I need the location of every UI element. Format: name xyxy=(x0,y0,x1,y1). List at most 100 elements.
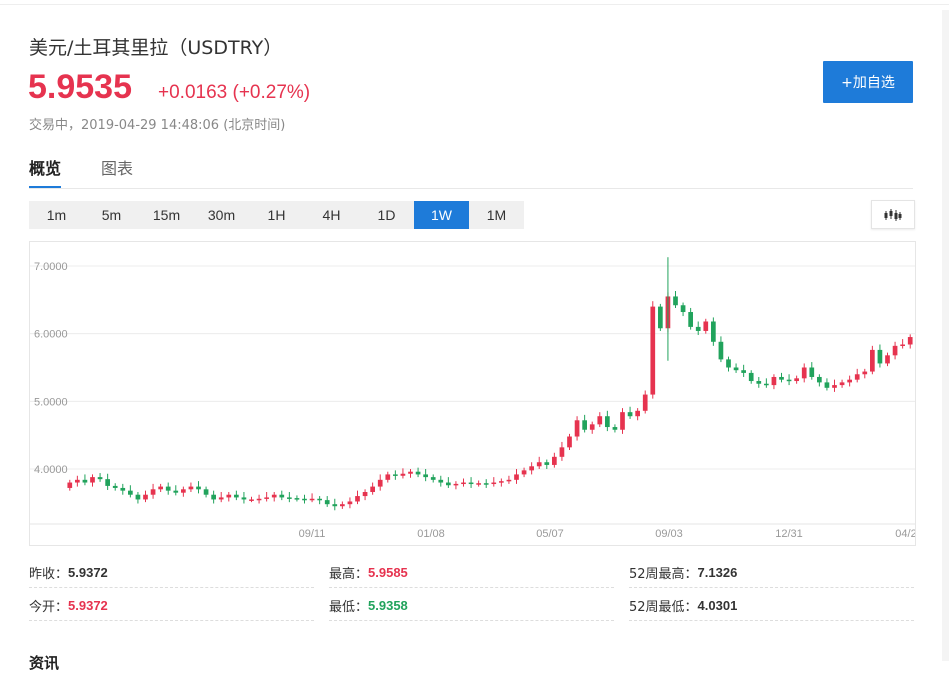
candle-body xyxy=(158,486,163,490)
period-1h[interactable]: 1H xyxy=(267,207,286,223)
candle-body xyxy=(786,379,792,382)
candle-body xyxy=(317,498,322,501)
candle-body xyxy=(877,349,883,364)
candle-body xyxy=(733,367,739,371)
candle-body xyxy=(870,349,875,372)
candle-body xyxy=(529,466,534,471)
candle-body xyxy=(165,486,171,491)
candle-body xyxy=(892,345,898,356)
price-change: +0.0163 (+0.27%) xyxy=(158,82,311,103)
open-label: 今开： xyxy=(29,599,69,615)
prev-close-label: 昨收： xyxy=(29,566,69,582)
candle-body xyxy=(468,482,474,485)
candle-body xyxy=(506,479,512,482)
candle-body xyxy=(120,487,126,491)
trade-status: 交易中，2019-04-29 14:48:06 (北京时间) xyxy=(29,118,286,133)
candle-body xyxy=(817,376,822,383)
stat-low: 最低： 5.9358 xyxy=(329,590,614,621)
candle-body xyxy=(567,436,572,448)
candle-body xyxy=(249,499,254,501)
period-5m[interactable]: 5m xyxy=(101,207,122,223)
candle-body xyxy=(771,376,777,386)
current-price: 5.9535 xyxy=(28,68,132,106)
period-1m[interactable]: 1m xyxy=(46,207,67,223)
candle-body xyxy=(362,492,368,497)
candle-body xyxy=(271,494,277,498)
low52-value: 4.0301 xyxy=(697,597,738,613)
candle-body xyxy=(574,420,580,437)
add-watchlist-button[interactable]: +加自选 xyxy=(823,61,913,103)
candle-body xyxy=(264,497,269,499)
candle-body xyxy=(234,494,239,498)
candle-body xyxy=(552,456,557,465)
candle-body xyxy=(620,412,625,430)
candle-body xyxy=(650,306,656,395)
candle-body xyxy=(491,482,497,485)
candle-body xyxy=(196,486,201,490)
candle-body xyxy=(854,374,860,380)
scrollbar-track[interactable] xyxy=(942,10,949,661)
candle-body xyxy=(241,497,247,500)
candle-body xyxy=(453,483,459,486)
candle-body xyxy=(211,494,216,500)
candle-body xyxy=(430,477,436,480)
candle-body xyxy=(605,416,610,428)
candle-body xyxy=(446,482,451,486)
chart-type-toggle[interactable] xyxy=(871,200,915,229)
candle-body xyxy=(218,497,224,500)
period-1d[interactable]: 1D xyxy=(377,207,396,223)
period-1mo[interactable]: 1M xyxy=(486,207,507,223)
candle-body xyxy=(112,485,118,488)
candle-body xyxy=(779,376,784,380)
candle-body xyxy=(756,381,762,384)
candle-body xyxy=(150,489,156,495)
x-tick-label: 09/11 xyxy=(299,528,326,540)
candle-body xyxy=(824,382,830,388)
candle-body xyxy=(794,378,799,382)
candle-body xyxy=(75,479,80,483)
candle-body xyxy=(461,482,466,485)
candle-body xyxy=(559,447,565,457)
candle-body xyxy=(809,367,815,377)
candle-body xyxy=(589,424,595,430)
candle-body xyxy=(377,479,383,487)
candle-body xyxy=(128,490,133,495)
y-tick-label: 7.0000 xyxy=(34,261,68,273)
candle-body xyxy=(400,473,406,476)
period-selector: 1m 5m 15m 30m 1H 4H 1D 1W 1M xyxy=(29,201,524,229)
period-4h[interactable]: 4H xyxy=(322,207,341,223)
candle-body xyxy=(332,504,338,507)
candle-body xyxy=(680,305,686,313)
candle-body xyxy=(726,359,731,368)
candle-body xyxy=(105,479,110,486)
y-tick-label: 4.0000 xyxy=(34,464,68,476)
x-tick-label: 12/31 xyxy=(775,528,803,540)
candle-body xyxy=(483,483,489,485)
high-value: 5.9585 xyxy=(368,564,408,580)
page-title: 美元/土耳其里拉（USDTRY） xyxy=(29,37,283,59)
candle-body xyxy=(521,470,527,475)
x-tick-label: 09/03 xyxy=(655,528,683,540)
candle-body xyxy=(839,382,845,386)
candle-body xyxy=(226,494,232,498)
tab-overview[interactable]: 概览 xyxy=(29,155,62,188)
news-heading: 资讯 xyxy=(29,654,60,672)
stat-high52: 52周最高： 7.1326 xyxy=(629,557,914,588)
candle-body xyxy=(801,367,807,379)
candle-body xyxy=(688,312,693,327)
candle-body xyxy=(188,486,194,490)
candle-body xyxy=(415,471,421,475)
x-tick-label: 04/2 xyxy=(895,528,915,540)
stat-low52: 52周最低： 4.0301 xyxy=(629,590,914,621)
tab-chart[interactable]: 图表 xyxy=(101,159,134,178)
candle-body xyxy=(287,497,292,499)
candle-body xyxy=(695,326,701,331)
candle-body xyxy=(544,462,550,465)
price-chart[interactable]: 7.0000 6.0000 5.0000 4.0000 09/11 01/08 05/07 0… xyxy=(29,241,916,546)
high-label: 最高： xyxy=(329,566,369,582)
period-1w[interactable]: 1W xyxy=(414,201,469,229)
candle-body xyxy=(514,474,519,480)
candle-body xyxy=(355,496,360,502)
period-30m[interactable]: 30m xyxy=(207,207,236,223)
period-15m[interactable]: 15m xyxy=(152,207,181,223)
